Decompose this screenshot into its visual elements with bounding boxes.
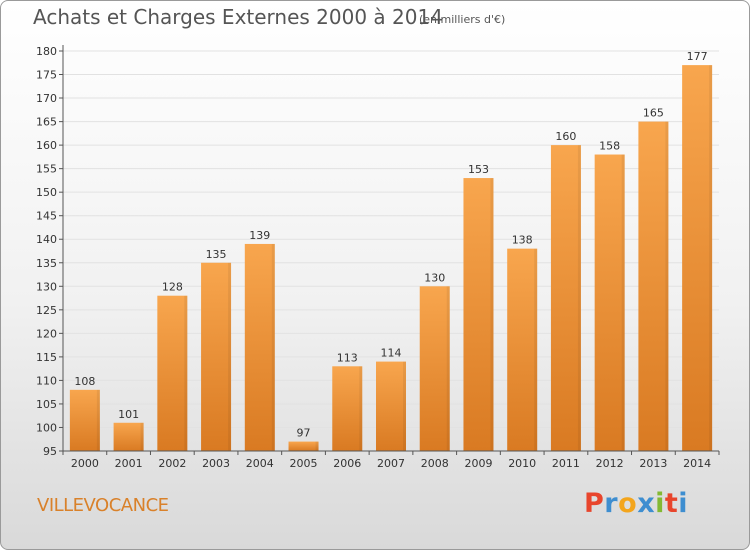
x-tick-label-2005: 2005 [290, 457, 318, 470]
y-tick-label: 115 [36, 351, 57, 364]
bar-shade-2010 [534, 248, 538, 451]
bar-2000 [69, 389, 100, 451]
bar-shade-2012 [621, 154, 625, 451]
bar-2012 [594, 154, 625, 451]
x-tick-label-2014: 2014 [683, 457, 711, 470]
logo-letter: x [637, 488, 656, 519]
x-tick-label-2000: 2000 [71, 457, 99, 470]
chart-title: Achats et Charges Externes 2000 à 2014 [33, 5, 443, 29]
data-label-2011: 160 [555, 130, 576, 143]
bar-2004 [244, 243, 275, 451]
bar-2002 [157, 295, 188, 451]
bar-shade-2001 [140, 422, 144, 451]
x-tick-label-2007: 2007 [377, 457, 405, 470]
y-tick-label: 170 [36, 92, 57, 105]
bar-shade-2000 [96, 389, 100, 451]
y-tick-label: 160 [36, 139, 57, 152]
y-tick-label: 95 [43, 445, 57, 458]
data-label-2009: 153 [468, 163, 489, 176]
chart-subtitle: (en milliers d'€) [419, 13, 506, 26]
y-tick-label: 110 [36, 374, 57, 387]
bar-shade-2007 [403, 361, 406, 451]
x-tick-label-2010: 2010 [508, 457, 536, 470]
data-label-2013: 165 [643, 107, 664, 120]
x-tick-label-2001: 2001 [115, 457, 143, 470]
y-tick-label: 135 [36, 257, 57, 270]
data-label-2007: 114 [381, 347, 402, 360]
logo-letter: i [678, 488, 689, 519]
x-tick-label-2012: 2012 [596, 457, 624, 470]
bar-shade-2003 [228, 262, 232, 451]
data-label-2014: 177 [687, 50, 708, 63]
y-tick-label: 155 [36, 163, 57, 176]
bar-shade-2009 [490, 178, 494, 451]
bar-2011 [550, 145, 581, 451]
data-label-2008: 130 [424, 271, 445, 284]
bar-shade-2008 [446, 286, 450, 451]
data-label-2003: 135 [206, 248, 227, 261]
proxiti-logo[interactable]: Proxiti [584, 488, 688, 519]
bar-2008 [419, 286, 450, 451]
y-tick-label: 140 [36, 233, 57, 246]
data-label-2002: 128 [162, 281, 183, 294]
y-tick-label: 100 [36, 421, 57, 434]
bar-2003 [201, 262, 232, 451]
bar-2007 [376, 361, 406, 451]
x-tick-label-2002: 2002 [158, 457, 186, 470]
data-label-2012: 158 [599, 140, 620, 153]
bar-shade-2011 [577, 145, 581, 451]
data-label-2006: 113 [337, 351, 358, 364]
data-label-2000: 108 [74, 375, 95, 388]
data-label-2010: 138 [512, 234, 533, 247]
y-tick-label: 180 [36, 45, 57, 58]
y-tick-label: 105 [36, 398, 57, 411]
bar-shade-2002 [184, 295, 188, 451]
bar-2001 [113, 422, 144, 451]
y-tick-label: 165 [36, 116, 57, 129]
logo-letter: o [618, 488, 638, 519]
data-label-2005: 97 [297, 427, 311, 440]
logo-letter: r [604, 488, 619, 519]
x-tick-label-2006: 2006 [333, 457, 361, 470]
bar-shade-2004 [271, 243, 275, 451]
logo-letter: P [584, 488, 605, 519]
y-tick-label: 175 [36, 69, 57, 82]
bar-2010 [507, 248, 538, 451]
data-label-2004: 139 [249, 229, 270, 242]
bar-2005 [288, 441, 319, 451]
bar-shade-2005 [315, 441, 319, 451]
y-tick-label: 145 [36, 210, 57, 223]
logo-letter: i [655, 488, 665, 519]
y-tick-label: 125 [36, 304, 57, 317]
x-tick-label-2009: 2009 [464, 457, 492, 470]
y-tick-label: 130 [36, 280, 57, 293]
bar-2009 [463, 178, 494, 451]
x-tick-label-2004: 2004 [246, 457, 274, 470]
bar-shade-2014 [709, 65, 713, 451]
x-tick-label-2013: 2013 [639, 457, 667, 470]
logo-letter: t [664, 488, 679, 519]
x-tick-label-2011: 2011 [552, 457, 580, 470]
y-tick-label: 120 [36, 327, 57, 340]
data-label-2001: 101 [118, 408, 139, 421]
y-tick-label: 150 [36, 186, 57, 199]
x-tick-label-2008: 2008 [421, 457, 449, 470]
bar-2013 [638, 121, 669, 452]
bar-2006 [332, 366, 363, 451]
bar-shade-2006 [359, 366, 363, 451]
x-tick-label-2003: 2003 [202, 457, 230, 470]
bar-shade-2013 [665, 121, 669, 452]
bar-2014 [682, 65, 713, 451]
commune-name: VILLEVOCANCE [37, 495, 169, 516]
